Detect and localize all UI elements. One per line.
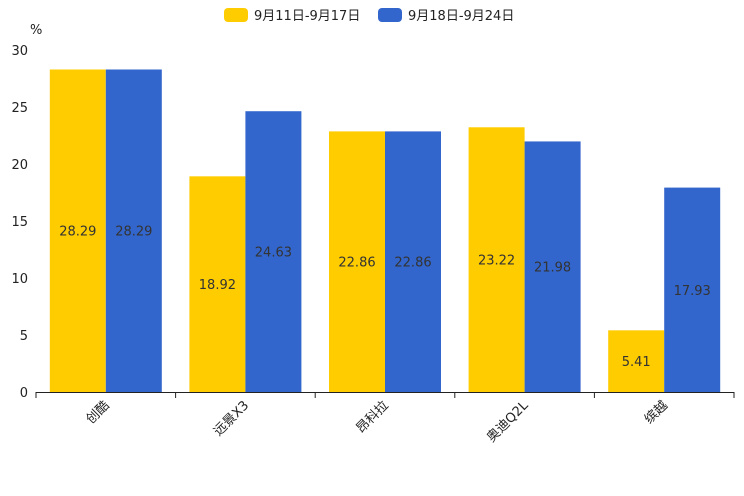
data-labels: 28.29 28.29 18.92 24.63 22.86 22.86 23.22 21.98… <box>59 225 711 370</box>
bar-series-1-1[interactable] <box>189 176 246 392</box>
y-tick-label: 10 <box>11 272 28 287</box>
data-label: 18.92 <box>199 278 236 293</box>
data-label: 28.29 <box>59 225 96 240</box>
y-tick-label: 20 <box>11 158 28 173</box>
x-category-label: 昂科拉 <box>354 398 392 436</box>
bar-series-2-3[interactable] <box>524 141 581 392</box>
bar-series-2-0[interactable] <box>105 69 162 392</box>
x-category-label: 远景X3 <box>211 398 252 439</box>
x-category-label: 缤越 <box>641 398 671 428</box>
data-label: 24.63 <box>255 246 292 261</box>
legend-swatch-series-2 <box>378 8 402 22</box>
bar-series-2-4[interactable] <box>664 187 721 392</box>
data-label: 21.98 <box>534 261 571 276</box>
legend-item-series-2[interactable]: 9月18日-9月24日 <box>378 8 514 24</box>
bar-series-2-2[interactable] <box>385 131 441 392</box>
bar-series-1-3[interactable] <box>468 127 525 393</box>
x-axis-category-labels: 创酷 远景X3 昂科拉 奥迪Q2L 缤越 <box>84 398 671 446</box>
data-label: 5.41 <box>622 355 651 370</box>
legend-label-series-2: 9月18日-9月24日 <box>408 9 514 24</box>
y-tick-label: 15 <box>11 215 28 230</box>
data-label: 23.22 <box>478 254 515 269</box>
data-label: 22.86 <box>394 256 431 271</box>
bars <box>49 69 721 393</box>
legend-label-series-1: 9月11日-9月17日 <box>254 9 360 24</box>
y-tick-label: 5 <box>20 329 28 344</box>
bar-series-1-0[interactable] <box>49 69 106 392</box>
data-label: 17.93 <box>674 284 711 299</box>
bar-series-1-2[interactable] <box>329 131 385 392</box>
x-axis-ticks <box>35 392 735 398</box>
y-axis-unit-label: % <box>30 23 42 38</box>
y-tick-label: 25 <box>11 101 28 116</box>
data-label: 28.29 <box>115 225 152 240</box>
legend-item-series-1[interactable]: 9月11日-9月17日 <box>224 8 360 24</box>
y-tick-label: 0 <box>20 386 28 401</box>
y-tick-label: 30 <box>11 44 28 59</box>
x-category-label: 创酷 <box>84 398 113 427</box>
x-category-label: 奥迪Q2L <box>484 398 532 446</box>
bar-series-1-4[interactable] <box>608 330 665 392</box>
legend: 9月11日-9月17日 9月18日-9月24日 <box>224 8 514 24</box>
legend-swatch-series-1 <box>224 8 248 22</box>
bar-series-2-1[interactable] <box>245 111 302 392</box>
y-axis-ticks: 0 5 10 15 20 25 30 <box>11 44 28 401</box>
data-label: 22.86 <box>338 256 375 271</box>
